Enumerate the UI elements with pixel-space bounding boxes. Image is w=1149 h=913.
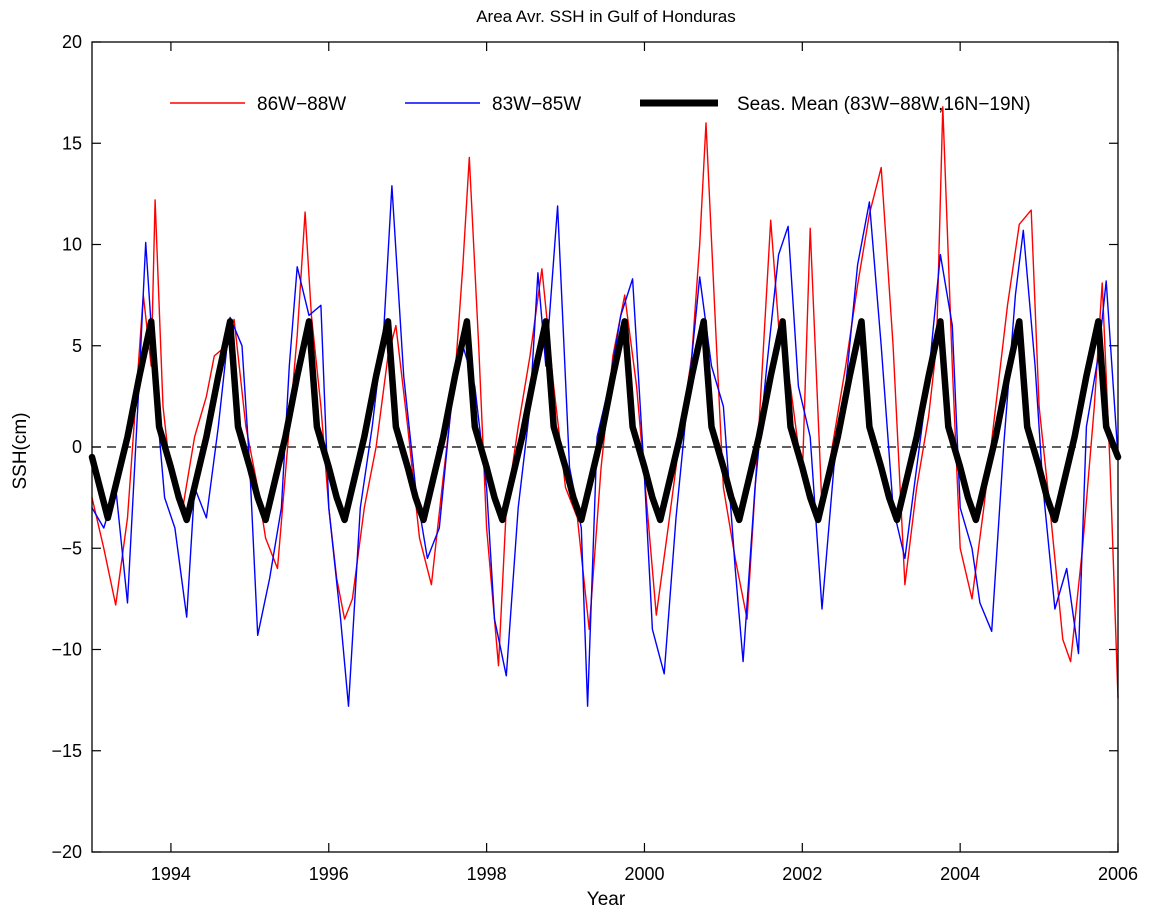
- y-tick-label: −10: [51, 640, 82, 660]
- x-axis-label: Year: [587, 889, 626, 910]
- chart-title: Area Avr. SSH in Gulf of Honduras: [476, 7, 736, 26]
- x-tick-label: 2004: [940, 864, 980, 884]
- series-layer: [88, 106, 1122, 707]
- plot-frame: [91, 41, 1119, 853]
- y-tick-label: 15: [62, 133, 82, 153]
- y-tick-label: −15: [51, 741, 82, 761]
- y-tick-label: 0: [72, 437, 82, 457]
- y-tick-label: 20: [62, 32, 82, 52]
- legend-label-3: Seas. Mean (83W−88W,16N−19N): [737, 94, 1031, 115]
- x-tick-label: 2000: [624, 864, 664, 884]
- legend: 86W−88W 83W−85W Seas. Mean (83W−88W,16N−19…: [170, 94, 1031, 115]
- x-tick-label: 1998: [467, 864, 507, 884]
- tick-layer: 1994 1996 1998 2000 2002 2004 2006 −20 −15 −10 −5 0…: [51, 32, 1138, 884]
- x-tick-label: 2002: [782, 864, 822, 884]
- y-tick-label: −5: [61, 538, 82, 558]
- y-axis-label: SSH(cm): [10, 412, 31, 489]
- x-tick-label: 1996: [309, 864, 349, 884]
- legend-label-2: 83W−85W: [492, 94, 581, 115]
- series-line-2: [91, 185, 1119, 707]
- series-line-1: [91, 106, 1119, 699]
- y-tick-label: −20: [51, 842, 82, 862]
- legend-label-1: 86W−88W: [257, 94, 346, 115]
- series-line-3: [88, 318, 1122, 524]
- x-tick-label: 1994: [151, 864, 191, 884]
- x-tick-label: 2006: [1098, 864, 1138, 884]
- y-tick-label: 5: [72, 336, 82, 356]
- y-tick-label: 10: [62, 235, 82, 255]
